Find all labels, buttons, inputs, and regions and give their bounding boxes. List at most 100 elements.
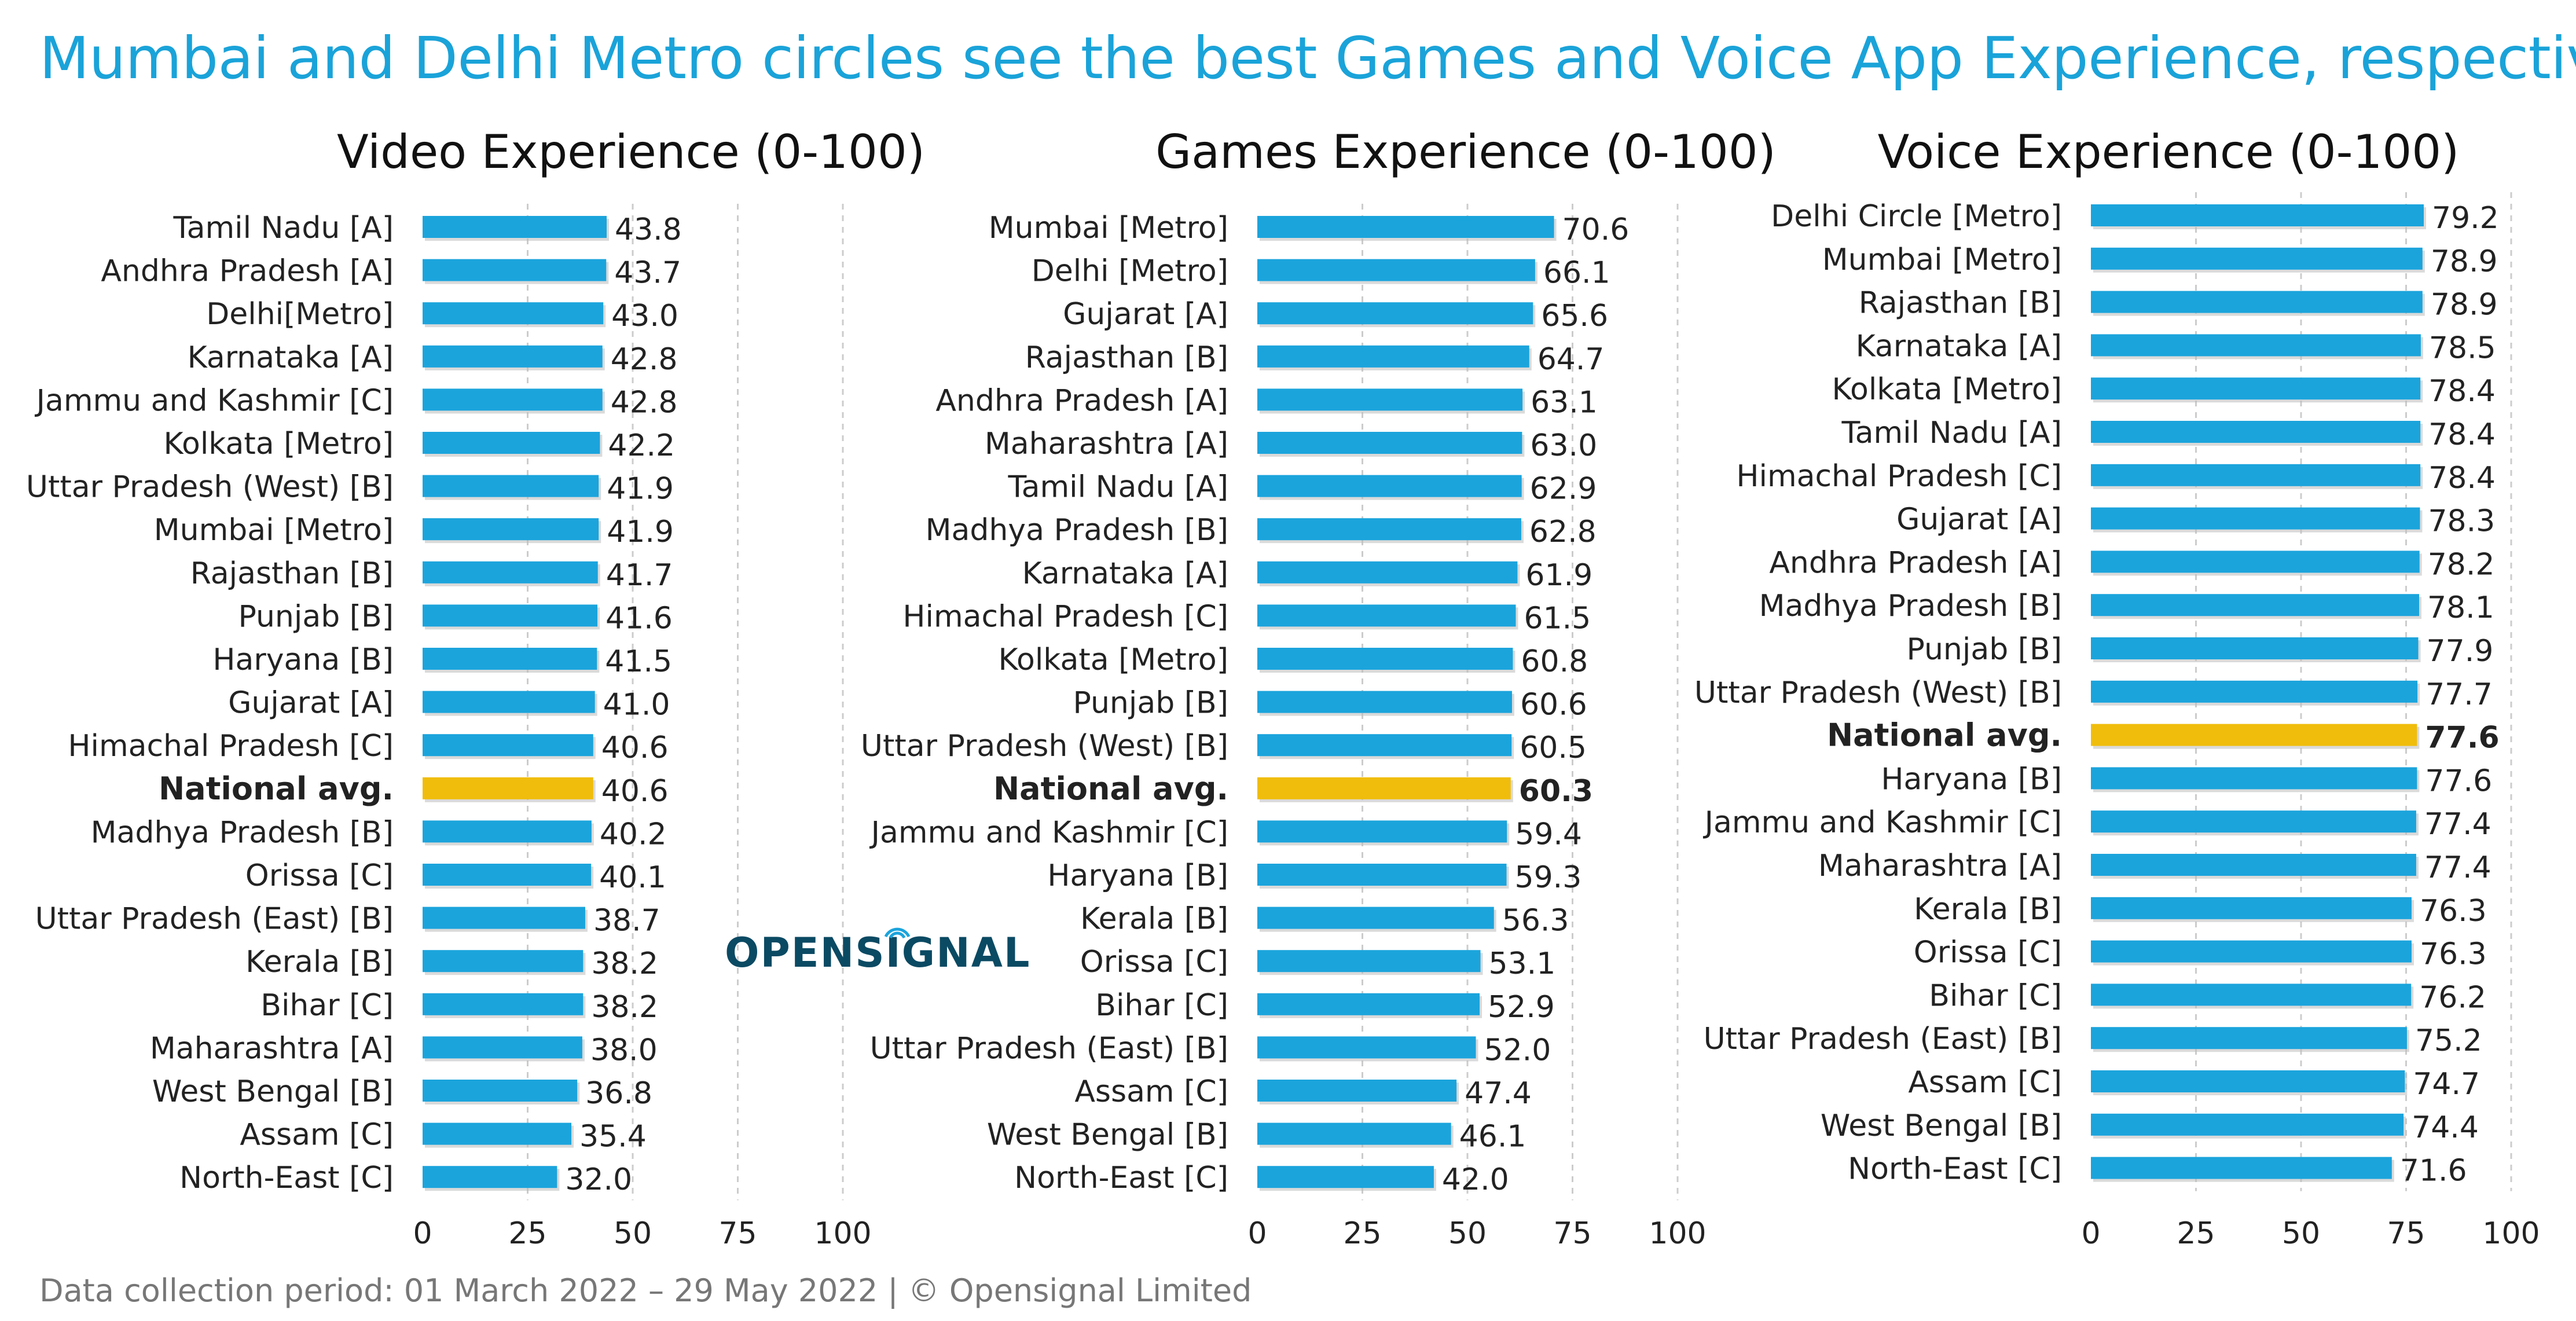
category-label: National avg.: [1827, 717, 2062, 754]
data-label: 77.6: [2425, 764, 2492, 798]
category-label: Tamil Nadu [A]: [1007, 470, 1228, 505]
bar: [1257, 691, 1512, 713]
category-label: Punjab [B]: [238, 599, 394, 634]
tick-label: 100: [1649, 1216, 1706, 1251]
data-label: 40.6: [601, 731, 669, 765]
category-label: Uttar Pradesh (West) [B]: [26, 470, 394, 505]
category-label: Himachal Pradesh [C]: [68, 729, 394, 764]
data-label: 60.8: [1521, 644, 1588, 679]
bar: [2091, 767, 2417, 790]
category-label: Karnataka [A]: [1022, 556, 1228, 591]
tick-label: 50: [2282, 1216, 2320, 1251]
tick-label: 50: [614, 1216, 652, 1251]
data-label: 38.7: [593, 904, 660, 938]
data-label: 78.4: [2428, 374, 2496, 409]
data-label: 52.9: [1488, 990, 1555, 1025]
category-label: Kerala [B]: [1080, 902, 1228, 937]
data-label: 42.2: [608, 428, 675, 463]
data-label: 70.6: [1562, 212, 1630, 247]
category-label: Kerala [B]: [1914, 892, 2062, 927]
data-label: 74.4: [2412, 1110, 2479, 1145]
category-label: Bihar [C]: [1095, 988, 1228, 1023]
bar: [423, 1166, 557, 1188]
bar: [1257, 1122, 1451, 1145]
data-label: 75.2: [2415, 1023, 2482, 1058]
data-label: 77.6: [2425, 721, 2499, 755]
bar: [423, 518, 599, 541]
bar-national-avg: [423, 777, 593, 799]
data-label: 78.5: [2429, 331, 2496, 365]
category-label: Uttar Pradesh (East) [B]: [870, 1031, 1228, 1066]
data-label: 41.9: [607, 515, 674, 549]
bar-national-avg: [1257, 777, 1511, 799]
tick-label: 75: [718, 1216, 757, 1251]
category-label: Gujarat [A]: [1896, 502, 2062, 537]
category-label: West Bengal [B]: [987, 1118, 1228, 1153]
bar: [2091, 1113, 2404, 1136]
signal-icon: [884, 927, 911, 939]
chart-title: Games Experience (0-100): [1155, 125, 1776, 179]
category-label: Uttar Pradesh (East) [B]: [1704, 1022, 2062, 1056]
category-label: Tamil Nadu [A]: [1841, 416, 2062, 450]
category-label: Andhra Pradesh [A]: [101, 254, 394, 289]
bar: [1257, 993, 1480, 1015]
data-label: 78.9: [2431, 244, 2498, 279]
category-label: Jammu and Kashmir [C]: [1703, 805, 2062, 840]
bar: [1257, 648, 1513, 670]
tick-label: 75: [1553, 1216, 1591, 1251]
bar: [2091, 507, 2420, 530]
data-label: 63.1: [1531, 385, 1598, 420]
chart-title: Voice Experience (0-100): [1878, 125, 2460, 179]
bar: [423, 1122, 572, 1145]
bar: [2091, 1027, 2407, 1050]
data-label: 62.9: [1530, 472, 1597, 507]
data-label: 78.4: [2428, 461, 2496, 496]
tick-label: 75: [2387, 1216, 2425, 1251]
data-label: 46.1: [1459, 1120, 1526, 1154]
category-label: Madhya Pradesh [B]: [1759, 589, 2062, 623]
bar: [423, 950, 584, 973]
category-label: Uttar Pradesh (West) [B]: [861, 729, 1228, 764]
category-label: Haryana [B]: [1047, 858, 1228, 893]
category-label: Bihar [C]: [1929, 978, 2062, 1013]
bar: [423, 820, 592, 843]
bar: [423, 691, 595, 713]
category-label: Uttar Pradesh (East) [B]: [35, 902, 394, 937]
bar: [1257, 259, 1535, 281]
bar: [423, 1080, 578, 1102]
data-label: 41.5: [605, 644, 672, 679]
category-label: North-East [C]: [1848, 1152, 2062, 1187]
bar: [423, 432, 600, 454]
bar: [423, 302, 604, 325]
data-label: 63.0: [1530, 428, 1597, 463]
category-label: North-East [C]: [1014, 1161, 1228, 1195]
data-label: 60.6: [1520, 688, 1587, 722]
category-label: Gujarat [A]: [1063, 297, 1228, 332]
data-label: 43.8: [615, 212, 682, 247]
category-label: Tamil Nadu [A]: [173, 211, 394, 245]
bar: [1257, 475, 1522, 497]
category-label: Himachal Pradesh [C]: [1736, 459, 2062, 494]
tick-label: 0: [2081, 1216, 2100, 1251]
page-title: Mumbai and Delhi Metro circles see the b…: [39, 24, 2576, 92]
category-label: Haryana [B]: [212, 643, 394, 677]
data-label: 42.8: [611, 385, 678, 420]
category-label: Gujarat [A]: [228, 686, 394, 721]
category-label: Mumbai [Metro]: [1822, 243, 2062, 277]
category-label: Karnataka [A]: [1856, 329, 2062, 364]
bar: [2091, 204, 2424, 226]
data-label: 52.0: [1484, 1033, 1551, 1067]
data-label: 78.2: [2428, 547, 2495, 582]
category-label: Haryana [B]: [1881, 762, 2062, 797]
bar: [423, 561, 598, 584]
bar: [423, 1036, 582, 1059]
data-label: 79.2: [2432, 201, 2499, 236]
data-label: 78.1: [2427, 590, 2494, 625]
bar: [1257, 734, 1512, 757]
data-label: 36.8: [585, 1076, 652, 1111]
bar: [2091, 594, 2420, 617]
tick-label: 0: [1247, 1216, 1267, 1251]
data-label: 76.2: [2419, 980, 2486, 1015]
